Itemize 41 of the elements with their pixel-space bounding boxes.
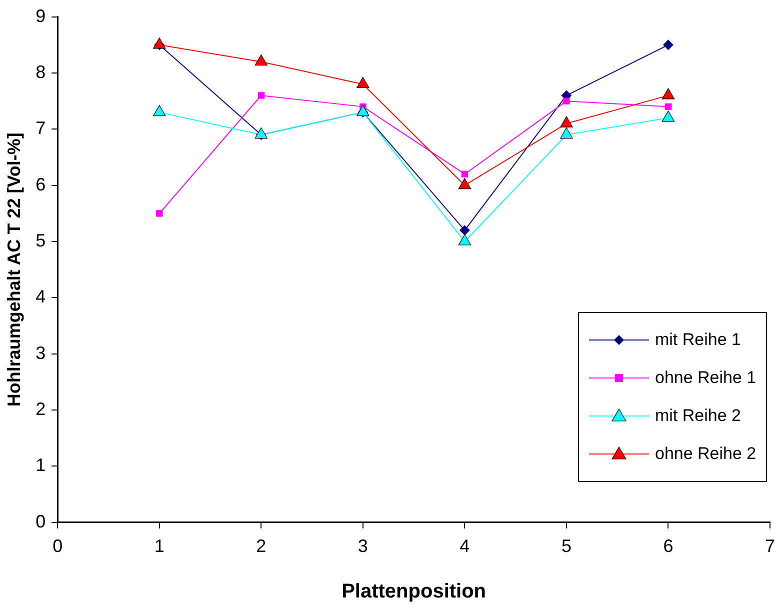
point [254, 54, 268, 66]
x-tick-label: 3 [358, 536, 368, 556]
point [662, 88, 675, 100]
point [458, 234, 472, 246]
y-tick-label: 6 [36, 174, 46, 194]
y-axis-title: Hohlraumgehalt AC T 22 [Vol-%] [4, 132, 24, 407]
y-tick-label: 7 [36, 118, 46, 138]
point [153, 105, 166, 116]
y-tick-label: 9 [36, 6, 46, 26]
y-tick-label: 2 [36, 399, 46, 420]
y-tick-label: 0 [36, 511, 46, 532]
point [458, 178, 472, 190]
y-tick-label: 4 [36, 286, 46, 307]
x-tick-label: 6 [663, 536, 674, 556]
x-tick-label: 2 [256, 536, 266, 556]
x-tick-label: 4 [460, 536, 470, 556]
y-tick-label: 1 [36, 455, 46, 476]
legend-label: ohne Reihe 1 [654, 368, 756, 388]
y-tick-label: 3 [36, 342, 46, 363]
x-axis-title: Plattenposition [342, 580, 486, 603]
point [356, 76, 370, 88]
point [461, 170, 468, 178]
point [560, 116, 573, 128]
legend-label: mit Reihe 1 [654, 330, 741, 350]
point [156, 210, 163, 217]
point [563, 98, 570, 104]
point [663, 40, 674, 50]
point [662, 110, 675, 122]
x-tick-label: 5 [561, 536, 572, 556]
y-tick-label: 8 [36, 62, 46, 82]
point [258, 92, 264, 99]
point [254, 127, 268, 139]
x-tick-label: 7 [764, 536, 775, 556]
point [664, 103, 672, 110]
x-tick-label: 1 [154, 536, 164, 556]
x-tick-label: 0 [52, 536, 63, 556]
point [560, 127, 573, 139]
legend-label: mit Reihe 2 [654, 406, 741, 426]
y-tick-label: 5 [36, 230, 46, 250]
legend-label: ohne Reihe 2 [654, 444, 756, 464]
point [460, 225, 470, 236]
